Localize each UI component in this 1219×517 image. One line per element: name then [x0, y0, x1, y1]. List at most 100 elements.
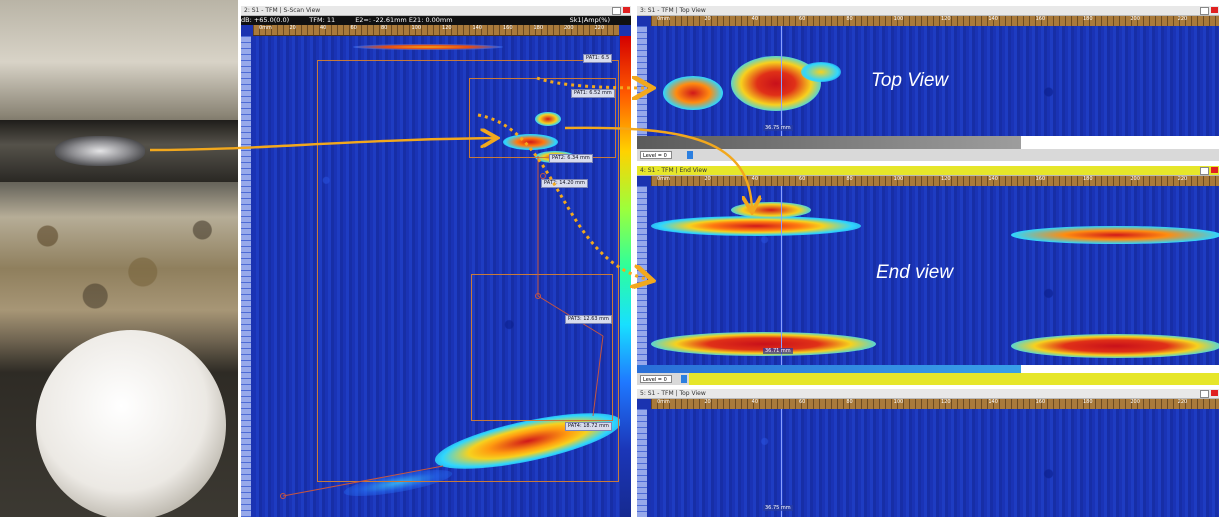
end-view-maximize-button[interactable]: [1200, 167, 1209, 175]
measure-tag-5: PAT3: 12.63 mm: [565, 315, 612, 324]
measure-tag-4: PAT2: 14.20 mm: [541, 179, 588, 188]
sscan-title: 2: S1 - TFM | S-Scan View: [244, 7, 321, 14]
ruler-tick-label: 160: [1035, 176, 1046, 182]
ruler-tick-label: 40: [751, 176, 759, 182]
ruler-tick-label: 40: [320, 25, 327, 31]
ruler-tick-label: 200: [1130, 176, 1140, 182]
sscan-image[interactable]: PAT1: 6.5 PAT1: 6.52 mm PAT2: 6.34 mm PA…: [253, 36, 626, 517]
ruler-tick-label: 40: [751, 16, 759, 22]
end-view-scrollbar[interactable]: [637, 365, 1219, 373]
gate-box-lower[interactable]: [471, 274, 613, 421]
end-view-lower-right-indication: [1011, 334, 1219, 358]
end-view-level-bar: Level = 0: [637, 373, 1219, 385]
arrow-sscan-to-endview: [564, 126, 752, 210]
arrow-dotted-endview: [477, 113, 650, 280]
ruler-tick-label: 160: [503, 25, 513, 31]
end-view-level-slider[interactable]: [681, 375, 687, 383]
arrow-dotted-topview: [536, 78, 650, 88]
bottom-view-close-button[interactable]: [1211, 390, 1218, 396]
bottom-view-vertical-ruler: [637, 409, 647, 517]
bottom-view-window[interactable]: 5: S1 - TFM | Top View 0mm 20 40 60 80 100 120…: [637, 389, 1219, 517]
measure-tag-2: PAT1: 6.52 mm: [571, 89, 615, 98]
sscan-titlebar: 2: S1 - TFM | S-Scan View: [241, 6, 631, 16]
ruler-tick-label: 20: [289, 25, 296, 31]
backwall-echo: [353, 44, 503, 50]
ruler-tick-label: 60: [799, 16, 806, 22]
measure-tag-3: PAT2: 6.34 mm: [549, 154, 593, 163]
end-view-image[interactable]: 36.71 mm End view: [651, 186, 1219, 365]
top-view-label: Top View: [871, 70, 949, 91]
end-view-cursor[interactable]: [781, 186, 782, 365]
gate-box-outer[interactable]: [317, 60, 619, 482]
ruler-tick-label: 220: [594, 25, 605, 31]
ruler-tick-label: 200: [564, 25, 574, 31]
top-view-scrollbar[interactable]: [637, 136, 1219, 149]
ruler-tick-label: 20: [704, 176, 711, 182]
indication-middle: [503, 134, 558, 150]
defect-spot: [55, 136, 145, 166]
corrosion-texture: [0, 200, 238, 320]
ruler-tick-label: 200: [1130, 399, 1140, 405]
top-view-indication-left: [663, 76, 723, 110]
end-view-cursor-readout: 36.71 mm: [763, 348, 793, 354]
ruler-tick-label: 120: [442, 25, 452, 31]
end-view-close-button[interactable]: [1211, 167, 1218, 173]
top-view-window[interactable]: 3: S1 - TFM | Top View 0mm 20 40 60 80 100 120…: [637, 6, 1219, 149]
ruler-tick-label: 0mm: [657, 16, 670, 22]
top-view-title: 3: S1 - TFM | Top View: [640, 7, 706, 14]
amplitude-color-palette: [620, 36, 631, 517]
top-view-cursor[interactable]: [781, 26, 782, 136]
ruler-tick-label: 120: [941, 399, 951, 405]
bottom-view-cursor[interactable]: [781, 409, 782, 517]
ruler-tick-label: 80: [846, 176, 853, 182]
end-view-title: 4: S1 - TFM | End View: [640, 167, 708, 174]
bore-hole: [36, 330, 226, 517]
bottom-view-image[interactable]: 36.75 mm: [651, 409, 1219, 517]
end-view-label: End view: [876, 262, 954, 283]
ruler-tick-label: 220: [1177, 16, 1188, 22]
bottom-view-cursor-readout: 36.75 mm: [763, 505, 793, 511]
top-view-close-button[interactable]: [1211, 7, 1218, 13]
top-view-level-bar: Level = 0: [637, 149, 1219, 161]
top-view-level-select[interactable]: Level = 0: [640, 151, 672, 159]
ruler-tick-label: 100: [411, 25, 422, 31]
ruler-tick-label: 140: [988, 399, 998, 405]
top-view-image[interactable]: 36.75 mm Top View: [651, 26, 1219, 136]
gate-box-upper[interactable]: [469, 78, 616, 158]
end-view-upper-indication: [651, 216, 861, 236]
ruler-tick-label: 160: [1035, 16, 1046, 22]
ruler-tick-label: 40: [751, 399, 759, 405]
ruler-tick-label: 180: [533, 25, 544, 31]
end-view-window[interactable]: 4: S1 - TFM | End View 0mm 20 40 60 80 100 120…: [637, 166, 1219, 365]
ruler-tick-label: 20: [704, 16, 711, 22]
ruler-tick-label: 220: [1177, 399, 1188, 405]
arrow-photo-to-sscan: [149, 138, 495, 152]
ruler-tick-label: 80: [846, 16, 853, 22]
ruler-tick-label: 120: [941, 176, 951, 182]
gate-connector-lines: [280, 156, 604, 499]
top-view-titlebar: 3: S1 - TFM | Top View: [637, 6, 1219, 16]
cursor-readout: E2=: -22.61mm E21: 0.00mm: [355, 16, 453, 24]
measure-tag-1: PAT1: 6.5: [583, 54, 613, 63]
weld-defect-photo: [0, 0, 238, 517]
sscan-infobar: dB: +65.0(0.0) TFM: 11 E2=: -22.61mm E21…: [241, 16, 631, 25]
ruler-tick-label: 120: [941, 16, 951, 22]
top-view-level-slider[interactable]: [687, 151, 693, 159]
sscan-window[interactable]: 2: S1 - TFM | S-Scan View dB: +65.0(0.0)…: [241, 6, 631, 517]
gain-readout: dB: +65.0(0.0): [241, 16, 290, 24]
ruler-tick-label: 0mm: [657, 176, 670, 182]
top-view-cursor-readout: 36.75 mm: [763, 125, 793, 131]
top-view-maximize-button[interactable]: [1200, 7, 1209, 15]
ruler-tick-label: 140: [988, 176, 998, 182]
ruler-tick-label: 60: [799, 176, 806, 182]
sscan-close-button[interactable]: [623, 7, 630, 13]
ruler-tick-label: 100: [893, 176, 904, 182]
end-view-level-select[interactable]: Level = 0: [640, 375, 672, 383]
sscan-maximize-button[interactable]: [612, 7, 621, 15]
ruler-tick-label: 180: [1083, 16, 1093, 22]
measure-tag-6: PAT4: 18.72 mm: [565, 422, 612, 431]
bottom-view-maximize-button[interactable]: [1200, 390, 1209, 398]
bottom-view-title: 5: S1 - TFM | Top View: [640, 390, 706, 397]
ruler-tick-label: 60: [350, 25, 357, 31]
